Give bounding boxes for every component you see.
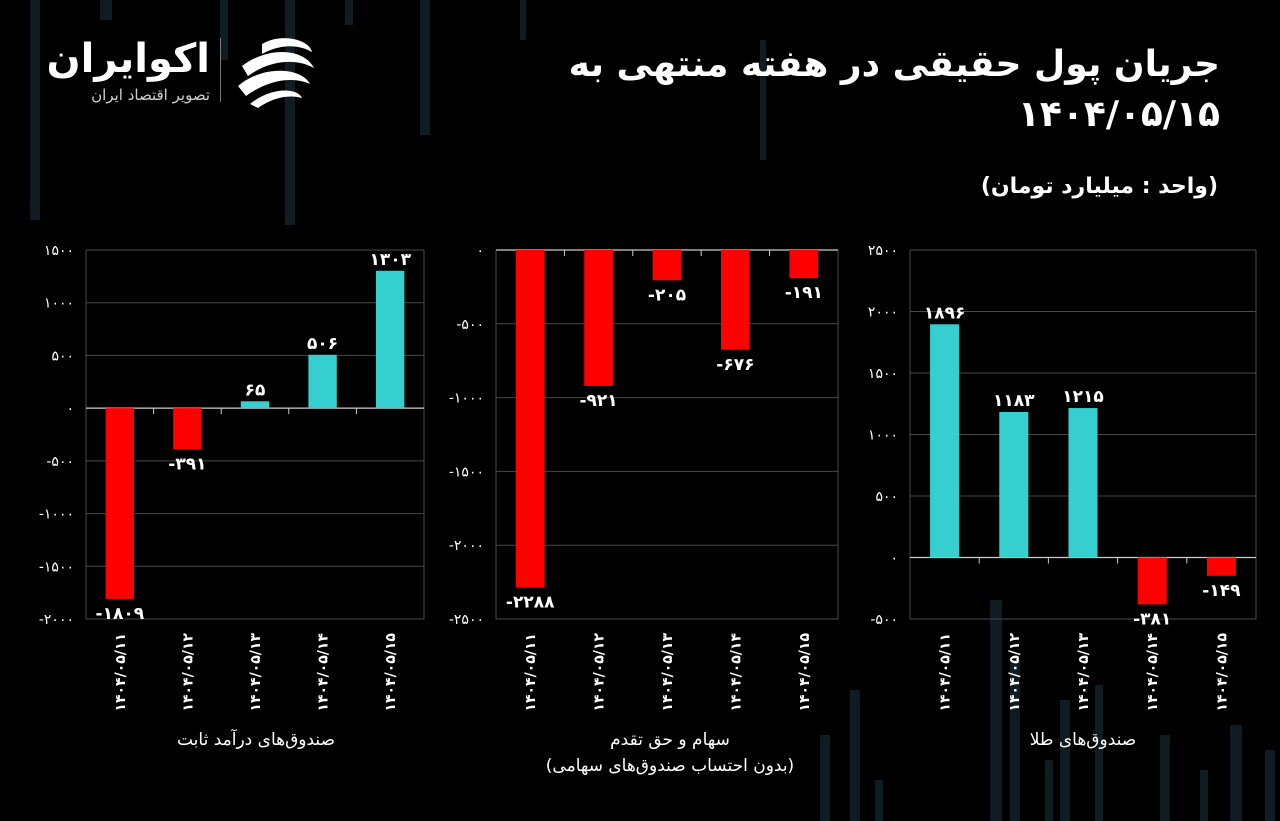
chart-2: ۰ -۵۰۰ -۱۰۰۰ -۱۵۰۰ -۲۰۰۰ -۲۵۰۰ -۲۲۸۸ ۱۴۰۴/۰۵/۱۱… [449,243,839,712]
y-tick-label: ۵۰۰ [51,348,74,364]
data-label: ۱۸۹۶ [924,303,966,323]
y-tick-label: -۱۵۰۰ [39,559,74,575]
y-tick-label: -۵۰۰ [456,317,484,333]
data-label: -۳۹۱ [168,454,206,474]
brand-logo[interactable]: اکوایران تصویر اقتصاد ایران [46,32,320,112]
x-tick-label: ۱۴۰۴/۰۵/۱۳ [660,633,676,712]
y-tick-label: -۵۰۰ [46,454,74,470]
y-tick-label: ۲۰۰۰ [868,305,898,321]
y-tick-label: ۱۵۰۰ [868,366,898,382]
chart-1-caption: صندوق‌های درآمد ثابت [176,730,335,750]
bar[interactable] [999,411,1029,558]
x-tick-label: ۱۴۰۴/۰۵/۱۲ [180,633,196,712]
bar[interactable] [376,270,405,409]
y-tick-label: -۲۰۰۰ [39,612,74,628]
bar[interactable] [789,250,819,279]
chart-2-caption: سهام و حق تقدم [610,730,730,750]
x-tick-label: ۱۴۰۴/۰۵/۱۵ [383,633,399,712]
logo-divider [220,38,221,102]
y-tick-label: ۱۰۰۰ [44,296,74,312]
y-tick-label: ۲۵۰۰ [868,243,898,259]
x-tick-label: ۱۴۰۴/۰۵/۱۱ [523,633,539,712]
y-tick-label: -۲۰۰۰ [449,538,484,554]
bar[interactable] [308,354,337,409]
data-label: -۲۰۵ [648,285,686,305]
y-tick-label: ۰ [66,401,74,417]
y-tick-label: -۱۵۰۰ [449,464,484,480]
y-tick-label: -۲۵۰۰ [449,612,484,628]
bar[interactable] [652,250,682,281]
unit-label: (واحد : میلیارد تومان) [980,174,1218,199]
data-label: ۱۳۰۳ [369,250,411,270]
bar[interactable] [721,250,750,350]
bar[interactable] [515,250,545,588]
x-tick-label: ۱۴۰۴/۰۵/۱۳ [248,633,264,712]
y-tick-label: ۱۰۰۰ [868,428,898,444]
y-tick-label: ۰ [890,551,898,567]
y-tick-label: -۱۰۰۰ [39,507,74,523]
data-label: -۲۲۸۸ [506,593,555,613]
data-label: ۱۱۸۳ [993,391,1035,411]
data-label: ۱۲۱۵ [1062,387,1104,407]
data-label: -۹۲۱ [580,391,618,411]
bar[interactable] [173,408,202,450]
data-label: ۶۵ [245,380,266,400]
bar[interactable] [1206,557,1236,576]
data-label: ۵۰۶ [307,334,338,354]
brand-mark-icon [238,38,314,108]
x-tick-label: ۱۴۰۴/۰۵/۱۱ [113,633,129,712]
x-tick-label: ۱۴۰۴/۰۵/۱۴ [728,633,744,712]
x-tick-label: ۱۴۰۴/۰۵/۱۱ [938,633,954,712]
bar[interactable] [105,408,134,599]
bar[interactable] [1068,408,1098,558]
bar[interactable] [584,250,613,386]
data-label: -۱۹۱ [785,283,823,303]
x-tick-label: ۱۴۰۴/۰۵/۱۴ [1145,633,1161,712]
x-tick-label: ۱۴۰۴/۰۵/۱۳ [1076,633,1092,712]
y-tick-label: ۰ [476,243,484,259]
data-label: -۶۷۶ [716,355,754,375]
brand-tagline: تصویر اقتصاد ایران [91,86,210,104]
y-tick-label: ۱۵۰۰ [44,243,74,259]
y-tick-label: -۱۰۰۰ [449,391,484,407]
y-tick-label: ۵۰۰ [875,489,898,505]
chart-2-subcaption: (بدون احتساب صندوق‌های سهامی) [545,756,795,776]
data-label: -۳۸۱ [1133,609,1171,629]
x-tick-label: ۱۴۰۴/۰۵/۱۴ [316,633,332,712]
bar[interactable] [240,401,270,409]
chart-1: ۱۵۰۰ ۱۰۰۰ ۵۰۰ ۰ -۵۰۰ -۱۰۰۰ -۱۵۰۰ -۲۰۰۰ -۱۸۰۹ ۱۴۰۴… [39,243,425,712]
x-tick-label: ۱۴۰۴/۰۵/۱۵ [797,633,813,712]
data-label: -۱۴۹ [1202,581,1241,601]
y-tick-label: -۵۰۰ [870,612,898,628]
bar[interactable] [1137,557,1167,605]
x-tick-label: ۱۴۰۴/۰۵/۱۲ [592,633,608,712]
x-tick-label: ۱۴۰۴/۰۵/۱۲ [1007,633,1023,712]
data-label: -۱۸۰۹ [96,604,145,624]
bar[interactable] [930,324,960,558]
page-title: جریان پول حقیقی در هفته منتهی به ۱۴۰۴/۰۵… [568,44,1220,135]
x-tick-label: ۱۴۰۴/۰۵/۱۵ [1214,633,1230,712]
chart-3: ۲۵۰۰ ۲۰۰۰ ۱۵۰۰ ۱۰۰۰ ۵۰۰ ۰ -۵۰۰ ۱۸۹۶ ۱۴۰۴/۰۵/۱۱ ۱۱… [868,243,1257,712]
brand-name: اکوایران [46,36,210,82]
chart-3-caption: صندوق‌های طلا [1029,730,1137,750]
